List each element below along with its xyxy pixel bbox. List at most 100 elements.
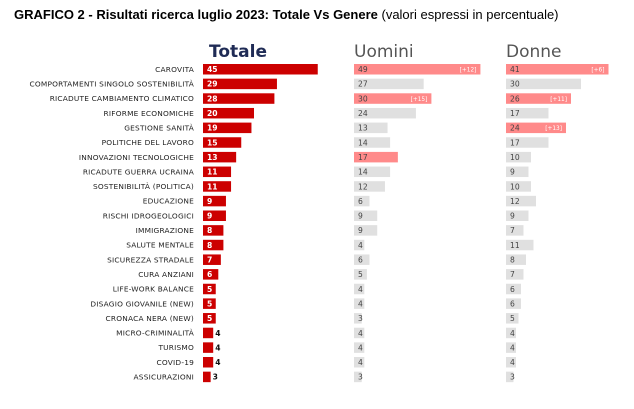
value-label-donne: 26 [510,94,520,103]
bar-uomini [354,181,385,192]
bar-totale [203,166,232,178]
value-label-totale: 9 [207,212,212,221]
bar-donne [506,254,526,265]
bar-totale [203,78,277,90]
bar-donne [506,371,514,383]
bar-totale [203,225,224,236]
category-label: SICUREZZA STRADALE [107,255,194,264]
category-label: DISAGIO GIOVANILE (NEW) [90,299,194,308]
value-label-uomini: 4 [358,241,363,250]
value-label-totale: 28 [207,94,218,103]
value-label-donne: 7 [510,226,515,235]
value-label-uomini: 4 [358,329,363,338]
bar-uomini [354,166,391,178]
bar-donne [506,342,516,353]
bar-donne [506,166,529,178]
value-label-donne: 6 [510,285,515,294]
value-label-donne: 8 [510,256,515,265]
bar-donne [506,151,531,163]
value-label-donne: 17 [510,109,520,118]
category-label: CAROVITA [155,65,194,74]
bar-totale [203,283,216,295]
value-label-uomini: 27 [358,80,368,89]
value-label-uomini: 13 [358,124,368,133]
value-label-uomini: 3 [358,373,363,382]
value-label-donne: 12 [510,197,520,206]
value-label-donne: 10 [510,153,520,162]
value-label-donne: 6 [510,299,515,308]
bar-donne [506,181,531,192]
bar-donne [506,93,571,104]
category-label: TURISMO [157,343,194,352]
value-label-totale: 20 [207,109,218,118]
bar-uomini [354,342,365,353]
bar-donne [506,78,581,90]
value-label-uomini: 24 [358,109,368,118]
category-label: GESTIONE SANITÀ [124,123,194,132]
bar-totale [203,239,224,251]
bar-uomini [354,239,365,251]
category-label: IMMIGRAZIONE [136,226,195,235]
bar-uomini [354,137,391,148]
chart-title-bold: GRAFICO 2 - Risultati ricerca luglio 202… [14,7,378,22]
value-label-totale: 15 [207,138,218,147]
bar-totale [203,195,226,207]
delta-label-donne: [+6] [591,67,604,73]
bar-donne [506,210,529,221]
bar-donne [506,327,516,339]
bar-uomini [354,64,481,75]
bar-donne [506,239,534,251]
value-label-donne: 5 [510,314,515,323]
value-label-donne: 4 [510,358,515,367]
bar-donne [506,195,536,207]
delta-label-uomini: [+12] [460,67,477,73]
value-label-uomini: 14 [358,138,368,147]
category-label: RICADUTE CAMBIAMENTO CLIMATICO [50,94,194,103]
bar-totale [203,357,214,368]
value-label-totale: 11 [207,168,218,177]
value-label-totale: 45 [207,65,218,74]
bar-totale [203,137,242,148]
bar-uomini [354,107,416,119]
chart-title-normal: (valori espressi in percentuale) [377,7,559,22]
category-label: CURA ANZIANI [138,270,194,279]
value-label-totale: 19 [207,124,218,133]
value-label-donne: 3 [510,373,515,382]
value-label-uomini: 5 [358,270,363,279]
value-label-uomini: 14 [358,168,368,177]
value-label-totale: 4 [215,329,220,338]
value-label-donne: 30 [510,80,520,89]
value-label-donne: 9 [510,212,515,221]
value-label-totale: 9 [207,197,212,206]
category-label: RIFORME ECONOMICHE [104,109,195,118]
bar-totale [203,371,211,383]
value-label-uomini: 6 [358,256,363,265]
column-header-totale: Totale [209,42,267,62]
bar-totale [203,313,216,324]
bar-uomini [354,313,362,324]
value-label-totale: 5 [207,299,212,308]
value-label-totale: 5 [207,285,212,294]
category-label: EDUCAZIONE [143,197,194,206]
bar-donne [506,298,521,309]
category-label: COVID-19 [157,358,195,367]
value-label-uomini: 30 [358,94,368,103]
category-label: INNOVAZIONI TECNOLOGICHE [79,153,194,162]
value-label-uomini: 4 [358,299,363,308]
delta-label-donne: [+13] [545,126,562,132]
bar-uomini [354,371,362,383]
bar-totale [203,210,226,221]
bar-uomini [354,225,378,236]
bar-donne [506,283,521,295]
category-label: COMPORTAMENTI SINGOLO SOSTENIBILITÀ [30,80,194,89]
column-header-uomini: Uomini [354,42,414,62]
bar-uomini [354,78,424,90]
value-label-uomini: 49 [358,65,368,74]
value-label-donne: 9 [510,168,515,177]
value-label-uomini: 3 [358,314,363,323]
bar-uomini [354,195,370,207]
value-label-totale: 7 [207,256,212,265]
bar-totale [203,107,254,119]
value-label-uomini: 4 [358,285,363,294]
delta-label-uomini: [+15] [411,97,428,103]
